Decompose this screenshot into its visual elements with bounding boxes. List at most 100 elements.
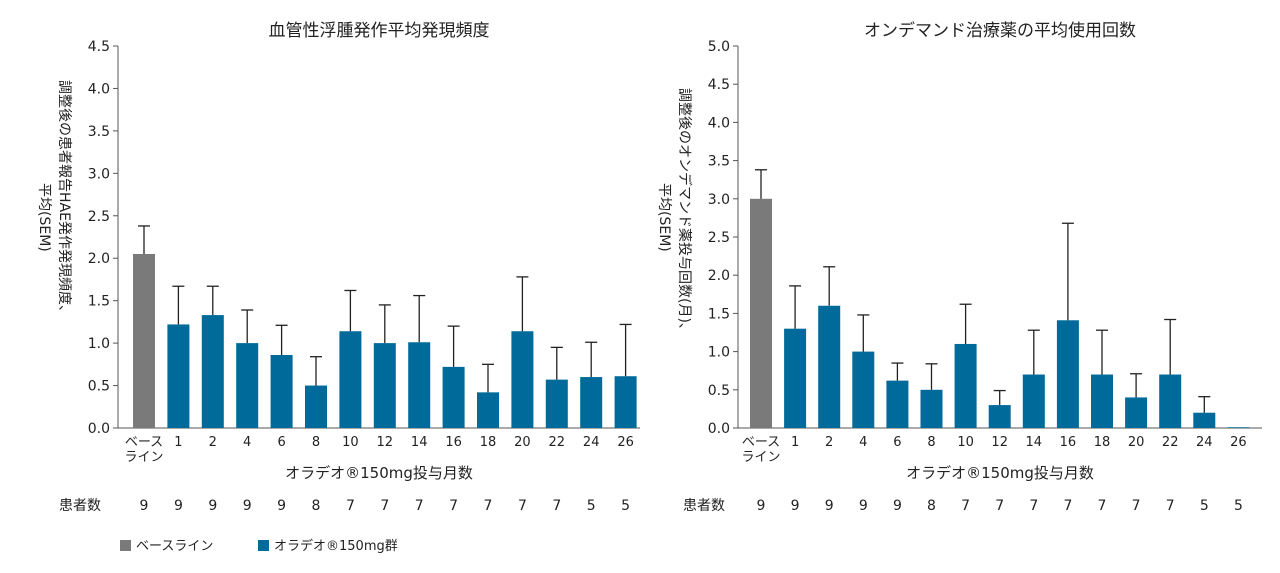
chart2-x-tick-label: 1 (791, 435, 799, 450)
chart2-y-tick-label: 1.0 (708, 345, 730, 361)
chart2-patient-count: 7 (1166, 498, 1175, 514)
chart1-x-tick-label: 20 (514, 435, 531, 450)
chart2-bar (1125, 397, 1148, 428)
chart1-bar (236, 343, 259, 428)
chart1-y-axis-label-line1: 調整後の患者報告HAE発作発現頻度、 (56, 80, 72, 319)
chart2-patient-count: 7 (1132, 498, 1141, 514)
chart1-x-tick-label: 6 (277, 435, 285, 450)
chart1-patient-count: 7 (415, 498, 424, 514)
chart1-y-tick-label: 3.5 (88, 124, 110, 140)
chart2-y-tick-label: 3.5 (708, 154, 730, 170)
chart1-x-tick-label: 10 (342, 435, 359, 450)
chart2-x-tick-label: 12 (991, 435, 1008, 450)
chart2-patient-count: 9 (757, 498, 766, 514)
chart1-y-tick-label: 2.0 (88, 251, 110, 267)
chart1-patient-count: 9 (140, 498, 149, 514)
chart2-x-tick-label: 2 (825, 435, 833, 450)
chart2-y-axis-label-line1: 調整後のオンデマンド薬投与回数(月)、 (676, 88, 693, 337)
chart1-bar (373, 343, 396, 428)
chart1-x-tick-label: 2 (209, 435, 217, 450)
chart1-bar (339, 331, 362, 428)
chart1-bar (305, 385, 327, 428)
chart1-bar (167, 324, 190, 428)
chart1-bar (442, 366, 465, 428)
chart2-x-tick-label: 26 (1230, 435, 1247, 450)
chart1-bar (580, 377, 603, 428)
chart2-bar (1056, 320, 1079, 428)
chart1-x-tick-label: ベースライン (124, 435, 163, 465)
chart1-bar (408, 342, 431, 428)
legend-label-treatment: オラデオ®150mg群 (274, 538, 398, 554)
chart2-patient-count: 9 (859, 498, 868, 514)
chart1-y-tick-label: 2.5 (88, 209, 110, 225)
chart2-bar (852, 351, 875, 428)
chart1-x-tick-label: 26 (617, 435, 634, 450)
chart1-y-axis-label: 調整後の患者報告HAE発作発現頻度、 平均(SEM) (36, 80, 72, 319)
chart2-y-tick-label: 5.0 (708, 39, 730, 55)
chart2-x-tick-label: 14 (1026, 435, 1043, 450)
chart2-x-tick-label: 4 (859, 435, 867, 450)
chart2-y-tick-label: 0.0 (708, 421, 730, 437)
chart2-bar (1193, 412, 1216, 428)
chart1-x-tick-label: 8 (312, 435, 320, 450)
chart2-x-tick-label: 18 (1094, 435, 1111, 450)
chart2-patient-count: 7 (1029, 498, 1038, 514)
chart2: 0.0 0.5 1.0 1.5 2.0 2.5 3.0 3.5 4.0 4.5 5.0 ベースライン 9… (708, 39, 1262, 514)
legend-label-baseline: ベースライン (136, 539, 213, 554)
chart1-x-tick-label: 1 (174, 435, 182, 450)
chart1-y-tick-label: 3.0 (88, 166, 110, 182)
chart1-patient-count: 7 (484, 498, 493, 514)
chart2-x-tick-label: 20 (1128, 435, 1145, 450)
chart2-y-tick-label: 2.5 (708, 230, 730, 246)
chart1-patient-count: 5 (587, 498, 596, 514)
chart1-x-tick-label: 12 (377, 435, 394, 450)
chart1-patient-count: 7 (449, 498, 458, 514)
chart1-patient-count: 9 (174, 498, 183, 514)
chart2-bar (1227, 427, 1250, 428)
chart1-x-tick-label: 24 (583, 435, 600, 450)
chart2-patient-count: 7 (1098, 498, 1107, 514)
chart1-x-axis-label: オラデオ®150mg投与月数 (285, 464, 473, 482)
chart2-y-tick-label: 1.5 (708, 306, 730, 322)
chart2-y-tick-label: 0.5 (708, 383, 730, 399)
chart2-bar (1091, 374, 1113, 428)
chart2-y-axis-label-line2: 平均(SEM) (656, 183, 672, 252)
chart2-y-tick-label: 3.0 (708, 192, 730, 208)
chart2-bar (920, 389, 943, 428)
chart1-y-tick-label: 0.5 (88, 379, 110, 395)
chart1-patient-count: 7 (518, 498, 527, 514)
chart2-x-tick-label: 8 (927, 435, 935, 450)
chart2-y-tick-label: 4.5 (708, 77, 730, 93)
chart2-bar (750, 198, 772, 428)
chart1-y-tick-label: 1.5 (88, 294, 110, 310)
chart1-x-tick-label: 22 (549, 435, 566, 450)
chart1-x-tick-label: 16 (445, 435, 462, 450)
chart2-patient-count: 7 (961, 498, 970, 514)
chart2-title: オンデマンド治療薬の平均使用回数 (864, 20, 1136, 41)
chart2-bar (784, 328, 807, 428)
chart1-patient-count: 5 (621, 498, 630, 514)
chart2-patient-count: 9 (825, 498, 834, 514)
chart1-bar (614, 376, 637, 428)
chart1-y-axis-label-line2: 平均(SEM) (36, 183, 52, 252)
chart1-patient-count: 9 (243, 498, 252, 514)
chart2-bar (1022, 374, 1045, 428)
chart2-y-tick-label: 2.0 (708, 268, 730, 284)
chart2-x-tick-label: 24 (1196, 435, 1213, 450)
chart1-patients-label: 患者数 (59, 498, 101, 514)
chart2-x-tick-label: 6 (893, 435, 901, 450)
chart1-y-tick-label: 4.5 (88, 39, 110, 55)
chart1-bar (545, 379, 568, 428)
chart1-bar (133, 253, 155, 428)
chart2-patient-count: 7 (995, 498, 1004, 514)
chart2-patient-count: 5 (1234, 498, 1243, 514)
chart1-patient-count: 9 (277, 498, 286, 514)
chart1-patient-count: 7 (552, 498, 561, 514)
chart2-bar (988, 405, 1011, 428)
chart1-patient-count: 7 (346, 498, 355, 514)
chart2-patient-count: 9 (893, 498, 902, 514)
chart2-bar (818, 305, 841, 428)
chart2-x-tick-label: 10 (957, 435, 974, 450)
chart2-patient-count: 8 (927, 498, 936, 514)
